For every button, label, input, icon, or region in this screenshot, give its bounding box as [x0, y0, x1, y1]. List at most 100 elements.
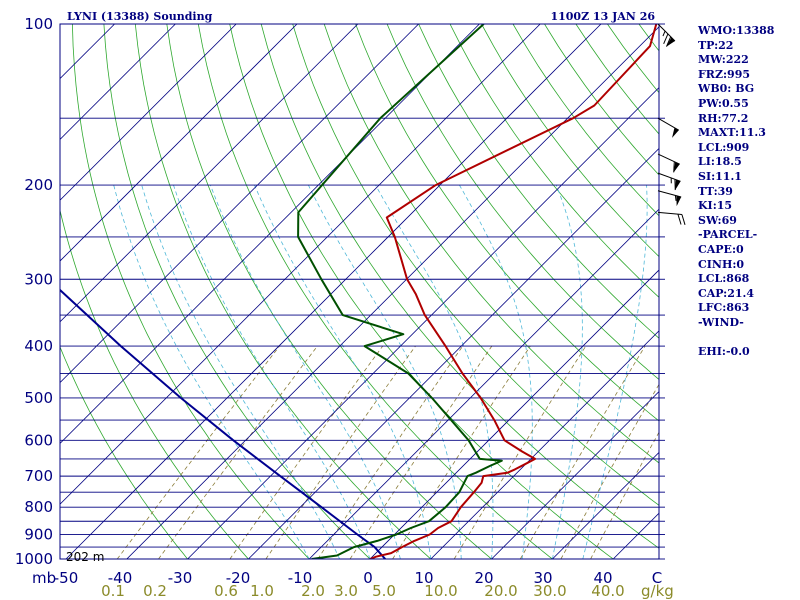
- index-line: TP:22: [698, 38, 734, 52]
- wind-barb: [657, 172, 681, 191]
- temperature-tick-label: -10: [288, 569, 313, 587]
- isotherm: [308, 208, 659, 559]
- mixing-ratio-tick-label: 0.2: [143, 582, 167, 600]
- index-line: [698, 330, 800, 345]
- dewpoint-trace: [297, 24, 503, 559]
- wind-barb: [657, 117, 680, 138]
- mixing-ratio-tick-label: 5.0: [372, 582, 396, 600]
- isotherm: [60, 24, 541, 505]
- index-line: -WIND-: [698, 315, 744, 329]
- pressure-tick-label: 600: [24, 431, 53, 449]
- wind-barb: [657, 23, 676, 47]
- mixing-ratio-tick-label: 10.0: [424, 582, 457, 600]
- pressure-tick-label: 800: [24, 498, 53, 516]
- index-line: MAXT:11.3: [698, 126, 766, 140]
- index-line: CAP:21.4: [698, 286, 755, 300]
- temperature-tick-label: 10: [414, 569, 433, 587]
- mixing-ratio-tick-label: 30.0: [533, 582, 566, 600]
- mixing-ratio-line: [229, 345, 384, 559]
- temperature-tick-label: -50: [54, 569, 79, 587]
- temperature-tick-label: -40: [108, 569, 133, 587]
- index-line: LI:18.5: [698, 155, 742, 169]
- pressure-tick-label: 100: [24, 15, 53, 33]
- mixing-ratio-line: [116, 345, 280, 559]
- parcel-trace: [60, 288, 386, 559]
- mixing-ratio-tick-label: 20.0: [484, 582, 517, 600]
- mixing-ratio-tick-label: 3.0: [334, 582, 358, 600]
- temperature-tick-label: -30: [168, 569, 193, 587]
- dry-adiabat: [292, 24, 659, 506]
- moist-adiabat: [582, 185, 648, 559]
- pressure-tick-label: 300: [24, 270, 53, 288]
- sounding-time: 1100Z 13 JAN 26: [550, 10, 655, 23]
- temperature-tick-label: C: [652, 569, 662, 587]
- mixing-ratio-tick-label: 0.6: [214, 582, 238, 600]
- index-line: SI:11.1: [698, 169, 742, 183]
- index-line: -PARCEL-: [698, 228, 758, 242]
- mixing-ratio-line: [349, 345, 493, 559]
- pressure-tick-label: 400: [24, 337, 53, 355]
- pressure-tick-label: 200: [24, 176, 53, 194]
- index-line: TT:39: [698, 184, 733, 198]
- temperature-tick-label: 30: [533, 569, 552, 587]
- index-line: WB0: BG: [698, 82, 755, 96]
- index-line: WMO:13388: [698, 24, 775, 37]
- index-line: FRZ:995: [698, 67, 751, 81]
- isotherm: [60, 24, 359, 323]
- mixing-ratio-unit-label: g/kg: [641, 582, 674, 600]
- mixing-ratio-line: [560, 383, 659, 559]
- isotherm: [60, 24, 237, 201]
- isotherm: [60, 24, 480, 444]
- index-line: CINH:0: [698, 257, 745, 271]
- index-line: LFC:863: [698, 301, 750, 315]
- mixing-ratio-tick-label: 40.0: [591, 582, 624, 600]
- isotherm: [248, 147, 659, 559]
- isotherm: [187, 87, 659, 559]
- isotherm: [60, 24, 298, 262]
- moist-adiabat: [113, 184, 310, 559]
- dry-adiabat: [260, 24, 659, 549]
- isotherm: [60, 24, 419, 384]
- isotherm: [126, 26, 659, 559]
- moist-adiabat: [141, 184, 340, 559]
- index-line: CAPE:0: [698, 242, 744, 256]
- isotherm: [60, 24, 176, 140]
- mixing-ratio-tick-label: 1.0: [250, 582, 274, 600]
- pressure-tick-label: 500: [24, 389, 53, 407]
- pressure-tick-label: 1000: [15, 550, 53, 568]
- moist-adiabat: [254, 184, 432, 559]
- isotherm: [60, 24, 115, 80]
- wind-barb: [657, 153, 680, 173]
- index-line: MW:222: [698, 53, 749, 67]
- plot-frame: [59, 23, 660, 560]
- temperature-trace: [369, 24, 658, 559]
- moist-adiabat: [375, 184, 494, 559]
- temperature-tick-label: 40: [593, 569, 612, 587]
- temperature-tick-label: 0: [363, 569, 373, 587]
- index-line: KI:15: [698, 199, 733, 213]
- index-line: LCL:868: [698, 272, 750, 286]
- index-line: PW:0.55: [698, 96, 749, 110]
- sounding-title: LYNI (13388) Sounding: [67, 10, 213, 23]
- isotherm: [430, 330, 659, 559]
- index-line: EHI:-0.0: [698, 345, 750, 359]
- isotherm: [369, 269, 659, 559]
- isotherm: [552, 451, 659, 559]
- index-line: SW:69: [698, 213, 737, 227]
- index-line: RH:77.2: [698, 111, 749, 125]
- mixing-ratio-tick-label: 0.1: [101, 582, 125, 600]
- moist-adiabat: [173, 184, 371, 559]
- index-line: LCL:909: [698, 140, 750, 154]
- wind-barb: [657, 211, 686, 225]
- mixing-ratio-line: [453, 345, 587, 559]
- stability-indices-panel: WMO:13388 TP:22 MW:222 FRZ:995 WB0: BG PW:0.5…: [698, 24, 800, 360]
- temperature-tick-label: -20: [226, 569, 251, 587]
- isotherm: [491, 391, 659, 559]
- wind-barb: [657, 190, 682, 207]
- dry-adiabat: [103, 24, 371, 559]
- pressure-tick-label: 700: [24, 467, 53, 485]
- isotherm: [65, 24, 602, 559]
- dry-adiabat: [72, 24, 310, 559]
- temperature-tick-label: 20: [474, 569, 493, 587]
